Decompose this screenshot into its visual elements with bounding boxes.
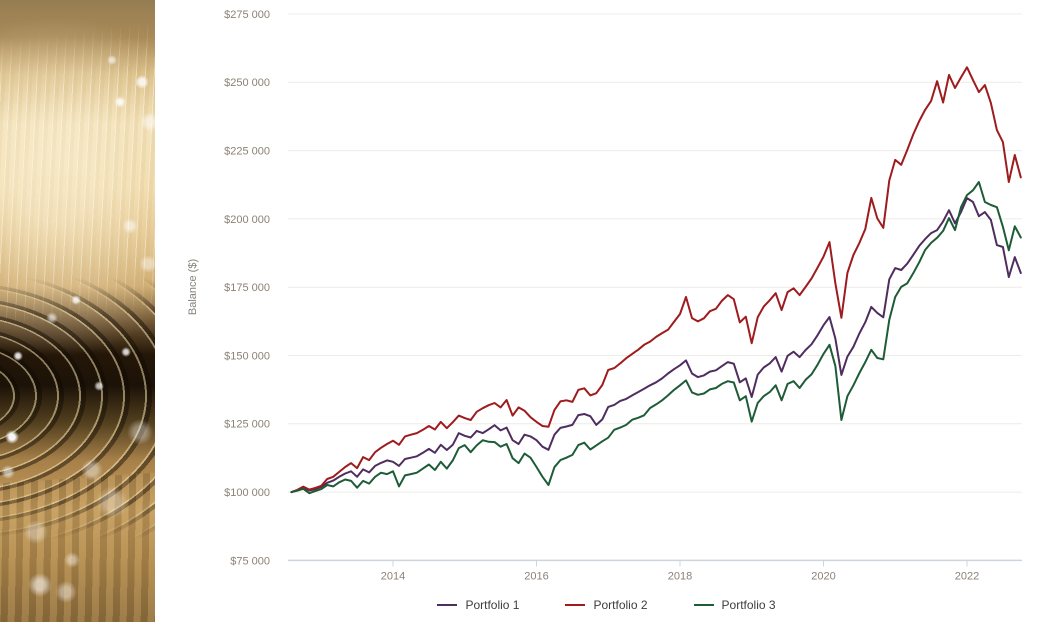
- legend-line-swatch: [693, 604, 714, 606]
- chart-legend: Portfolio 1 Portfolio 2 Portfolio 3: [155, 598, 1058, 612]
- x-tick-label: 2014: [381, 570, 405, 582]
- x-tick-label: 2020: [811, 570, 835, 582]
- y-tick-label: $125 000: [224, 419, 270, 431]
- legend-item-portfolio-1[interactable]: Portfolio 1: [437, 598, 519, 612]
- series-line-portfolio-1: [290, 197, 1022, 494]
- y-axis-title: Balance ($): [187, 259, 199, 315]
- photo-bokeh-dots-layer: [0, 0, 155, 622]
- y-tick-label: $225 000: [224, 145, 270, 157]
- y-tick-label: $250 000: [224, 77, 270, 89]
- x-tick-label: 2018: [668, 570, 692, 582]
- legend-label: Portfolio 2: [593, 598, 648, 612]
- legend-label: Portfolio 3: [721, 598, 776, 612]
- x-tick-label: 2016: [524, 570, 548, 582]
- balance-chart-panel: $75 000 $100 000 $125 000 $150 000 $175 000 $…: [155, 0, 1058, 622]
- portfolio-balance-line-chart: $75 000 $100 000 $125 000 $150 000 $175 000 $…: [187, 9, 1022, 582]
- series-line-portfolio-3: [290, 181, 1022, 495]
- legend-line-swatch: [437, 604, 458, 606]
- legend-label: Portfolio 1: [465, 598, 520, 612]
- series-line-portfolio-2: [290, 66, 1022, 494]
- y-tick-label: $75 000: [230, 555, 270, 567]
- legend-item-portfolio-2[interactable]: Portfolio 2: [565, 598, 648, 612]
- legend-line-swatch: [565, 604, 586, 606]
- y-tick-label: $100 000: [224, 487, 270, 499]
- fiber-optic-photo: [0, 0, 155, 622]
- y-tick-label: $175 000: [224, 282, 270, 294]
- y-tick-label: $150 000: [224, 350, 270, 362]
- y-tick-label: $275 000: [224, 9, 270, 21]
- x-tick-label: 2022: [955, 570, 979, 582]
- legend-item-portfolio-3[interactable]: Portfolio 3: [693, 598, 776, 612]
- y-tick-label: $200 000: [224, 214, 270, 226]
